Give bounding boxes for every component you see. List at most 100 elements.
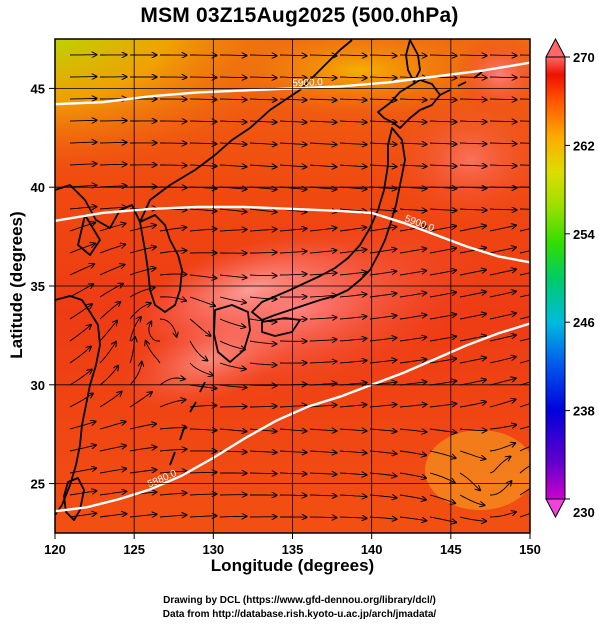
wind-streamline <box>146 341 161 364</box>
wind-streamline <box>489 443 515 452</box>
wind-streamline <box>219 165 247 167</box>
wind-streamline <box>69 394 93 408</box>
wind-streamline <box>159 378 185 386</box>
wind-streamline <box>249 229 277 231</box>
wind-streamline <box>69 185 97 187</box>
wind-streamline <box>489 269 516 276</box>
wind-streamline <box>429 55 457 56</box>
credit-data: Data from http://database.rish.kyoto-u.a… <box>162 609 437 620</box>
wind-streamline <box>189 296 215 306</box>
wind-streamline <box>189 362 213 375</box>
wind-streamline <box>369 405 397 408</box>
wind-streamline <box>459 77 487 78</box>
wind-streamline <box>279 451 307 453</box>
wind-streamline <box>69 513 96 518</box>
wind-streamline <box>249 275 277 276</box>
wind-streamline <box>189 494 217 495</box>
wind-streamline <box>159 493 187 495</box>
wind-streamline <box>339 77 367 78</box>
wind-streamline <box>399 315 426 320</box>
wind-streamline <box>369 316 396 320</box>
wind-streamline <box>459 472 480 490</box>
wind-streamline <box>519 98 530 100</box>
wind-streamline <box>189 429 217 430</box>
wind-streamline <box>519 338 530 342</box>
wind-streamline <box>219 229 247 231</box>
wind-streamline <box>279 495 307 496</box>
wind-streamline <box>519 142 530 144</box>
wind-streamline <box>489 99 517 100</box>
wind-streamline <box>339 316 367 319</box>
wind-streamline <box>249 473 277 474</box>
wind-streamline <box>309 340 337 342</box>
wind-streamline <box>489 335 516 342</box>
wind-streamline <box>129 303 151 320</box>
wind-streamline <box>489 225 516 232</box>
wind-streamline <box>219 340 245 350</box>
wind-streamline <box>429 165 457 166</box>
y-ticks: 25 30 35 40 45 <box>31 81 55 492</box>
x-axis-label: Longitude (degrees) <box>210 556 375 575</box>
wind-streamline <box>309 451 337 453</box>
wind-streamline <box>99 491 126 496</box>
wind-streamline <box>279 99 307 100</box>
colorbar: 230 238 246 254 262 270 <box>545 37 595 520</box>
wind-streamline <box>369 338 396 342</box>
wind-streamline <box>99 514 126 518</box>
wind-streamline <box>399 121 427 122</box>
wind-streamline <box>189 229 217 231</box>
wind-streamline <box>519 208 530 210</box>
wind-streamline <box>309 517 337 518</box>
wind-streamline <box>369 143 397 144</box>
wind-streamline <box>279 121 307 122</box>
wind-streamline <box>519 228 530 232</box>
wind-streamline <box>429 121 457 122</box>
wind-streamline <box>429 450 456 458</box>
wind-streamline <box>459 248 486 254</box>
wind-streamline <box>339 55 367 56</box>
wind-streamline <box>429 404 456 408</box>
wind-streamline <box>279 165 307 167</box>
wind-streamline <box>309 77 337 78</box>
wind-streamline <box>189 143 217 144</box>
x-tick-label: 125 <box>123 542 145 557</box>
wind-streamline <box>429 99 457 100</box>
wind-streamline <box>399 271 426 276</box>
wind-streamline <box>159 428 187 429</box>
wind-streamline <box>99 142 127 143</box>
wind-streamline <box>159 296 186 301</box>
contour-label: 5900.0 <box>292 77 323 89</box>
colorbar-tick-label: 262 <box>573 138 595 153</box>
wind-streamline <box>189 340 207 361</box>
wind-streamline <box>219 55 247 56</box>
wind-streamline <box>339 429 367 431</box>
wind-streamline <box>99 469 126 474</box>
wind-streamline <box>309 55 337 56</box>
wind-streamline <box>459 143 487 144</box>
wind-streamline <box>189 274 216 278</box>
wind-streamline <box>99 224 126 232</box>
wind-streamline <box>189 209 217 211</box>
wind-streamline <box>519 403 530 408</box>
wind-streamline <box>399 143 427 144</box>
wind-streamline <box>459 121 487 122</box>
wind-streamline <box>339 165 367 167</box>
wind-streamline <box>519 76 530 78</box>
wind-streamline <box>489 357 516 364</box>
colorbar-bottom-arrow <box>545 498 566 519</box>
colorbar-tick-label: 254 <box>573 227 595 242</box>
wind-streamline <box>519 445 530 452</box>
wind-streamline <box>339 121 367 122</box>
wind-streamline <box>279 473 307 474</box>
wind-streamline <box>219 362 246 369</box>
wind-streamline <box>149 322 161 342</box>
colorbar-ticks: 230 238 246 254 262 270 <box>565 50 595 520</box>
wind-streamline <box>489 512 516 518</box>
wind-streamline <box>429 359 456 364</box>
wind-streamline <box>519 359 530 364</box>
wind-streamline <box>489 399 516 408</box>
wind-streamline <box>250 252 277 253</box>
wind-streamline <box>249 451 277 452</box>
wind-streamline <box>519 54 530 56</box>
